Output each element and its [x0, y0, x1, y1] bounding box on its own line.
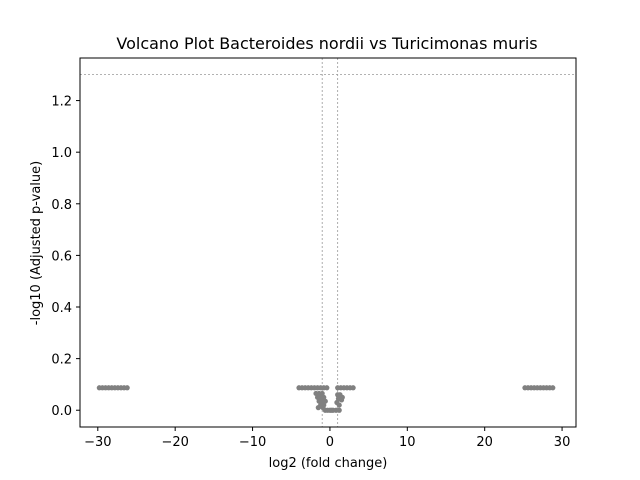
x-tick-label: 0 [326, 435, 334, 450]
data-point [336, 407, 342, 413]
data-point [124, 385, 130, 391]
y-axis-ticks: 0.0 0.2 0.4 0.6 0.8 1.0 1.2 [51, 95, 80, 419]
data-point [338, 397, 345, 403]
y-tick-label: 1.0 [51, 146, 72, 161]
x-tick-label: −20 [161, 435, 188, 450]
x-axis-ticks: −30 −20 −10 0 10 20 30 [84, 427, 570, 450]
y-tick-label: 0.8 [51, 198, 72, 213]
x-axis-label: log2 (fold change) [269, 456, 388, 471]
y-tick-label: 0.0 [51, 404, 72, 419]
x-tick-label: 10 [399, 435, 416, 450]
data-point [328, 407, 335, 413]
x-tick-label: −30 [84, 435, 111, 450]
data-point [550, 385, 556, 391]
y-tick-label: 0.4 [51, 301, 72, 316]
y-tick-label: 0.6 [51, 249, 72, 264]
data-point [324, 385, 330, 391]
x-tick-label: 30 [554, 435, 571, 450]
x-tick-label: 20 [476, 435, 493, 450]
data-points [96, 385, 556, 413]
data-point [315, 405, 321, 411]
y-tick-label: 0.2 [51, 353, 72, 368]
data-point [322, 407, 328, 413]
y-axis-label: -log10 (Adjusted p-value) [29, 161, 44, 325]
threshold-lines [80, 58, 576, 427]
data-point [350, 385, 356, 391]
x-tick-label: −10 [239, 435, 266, 450]
plot-frame [79, 57, 577, 428]
chart-title: Volcano Plot Bacteroides nordii vs Turic… [116, 34, 537, 53]
data-point [336, 402, 342, 408]
y-tick-label: 1.2 [51, 95, 72, 110]
